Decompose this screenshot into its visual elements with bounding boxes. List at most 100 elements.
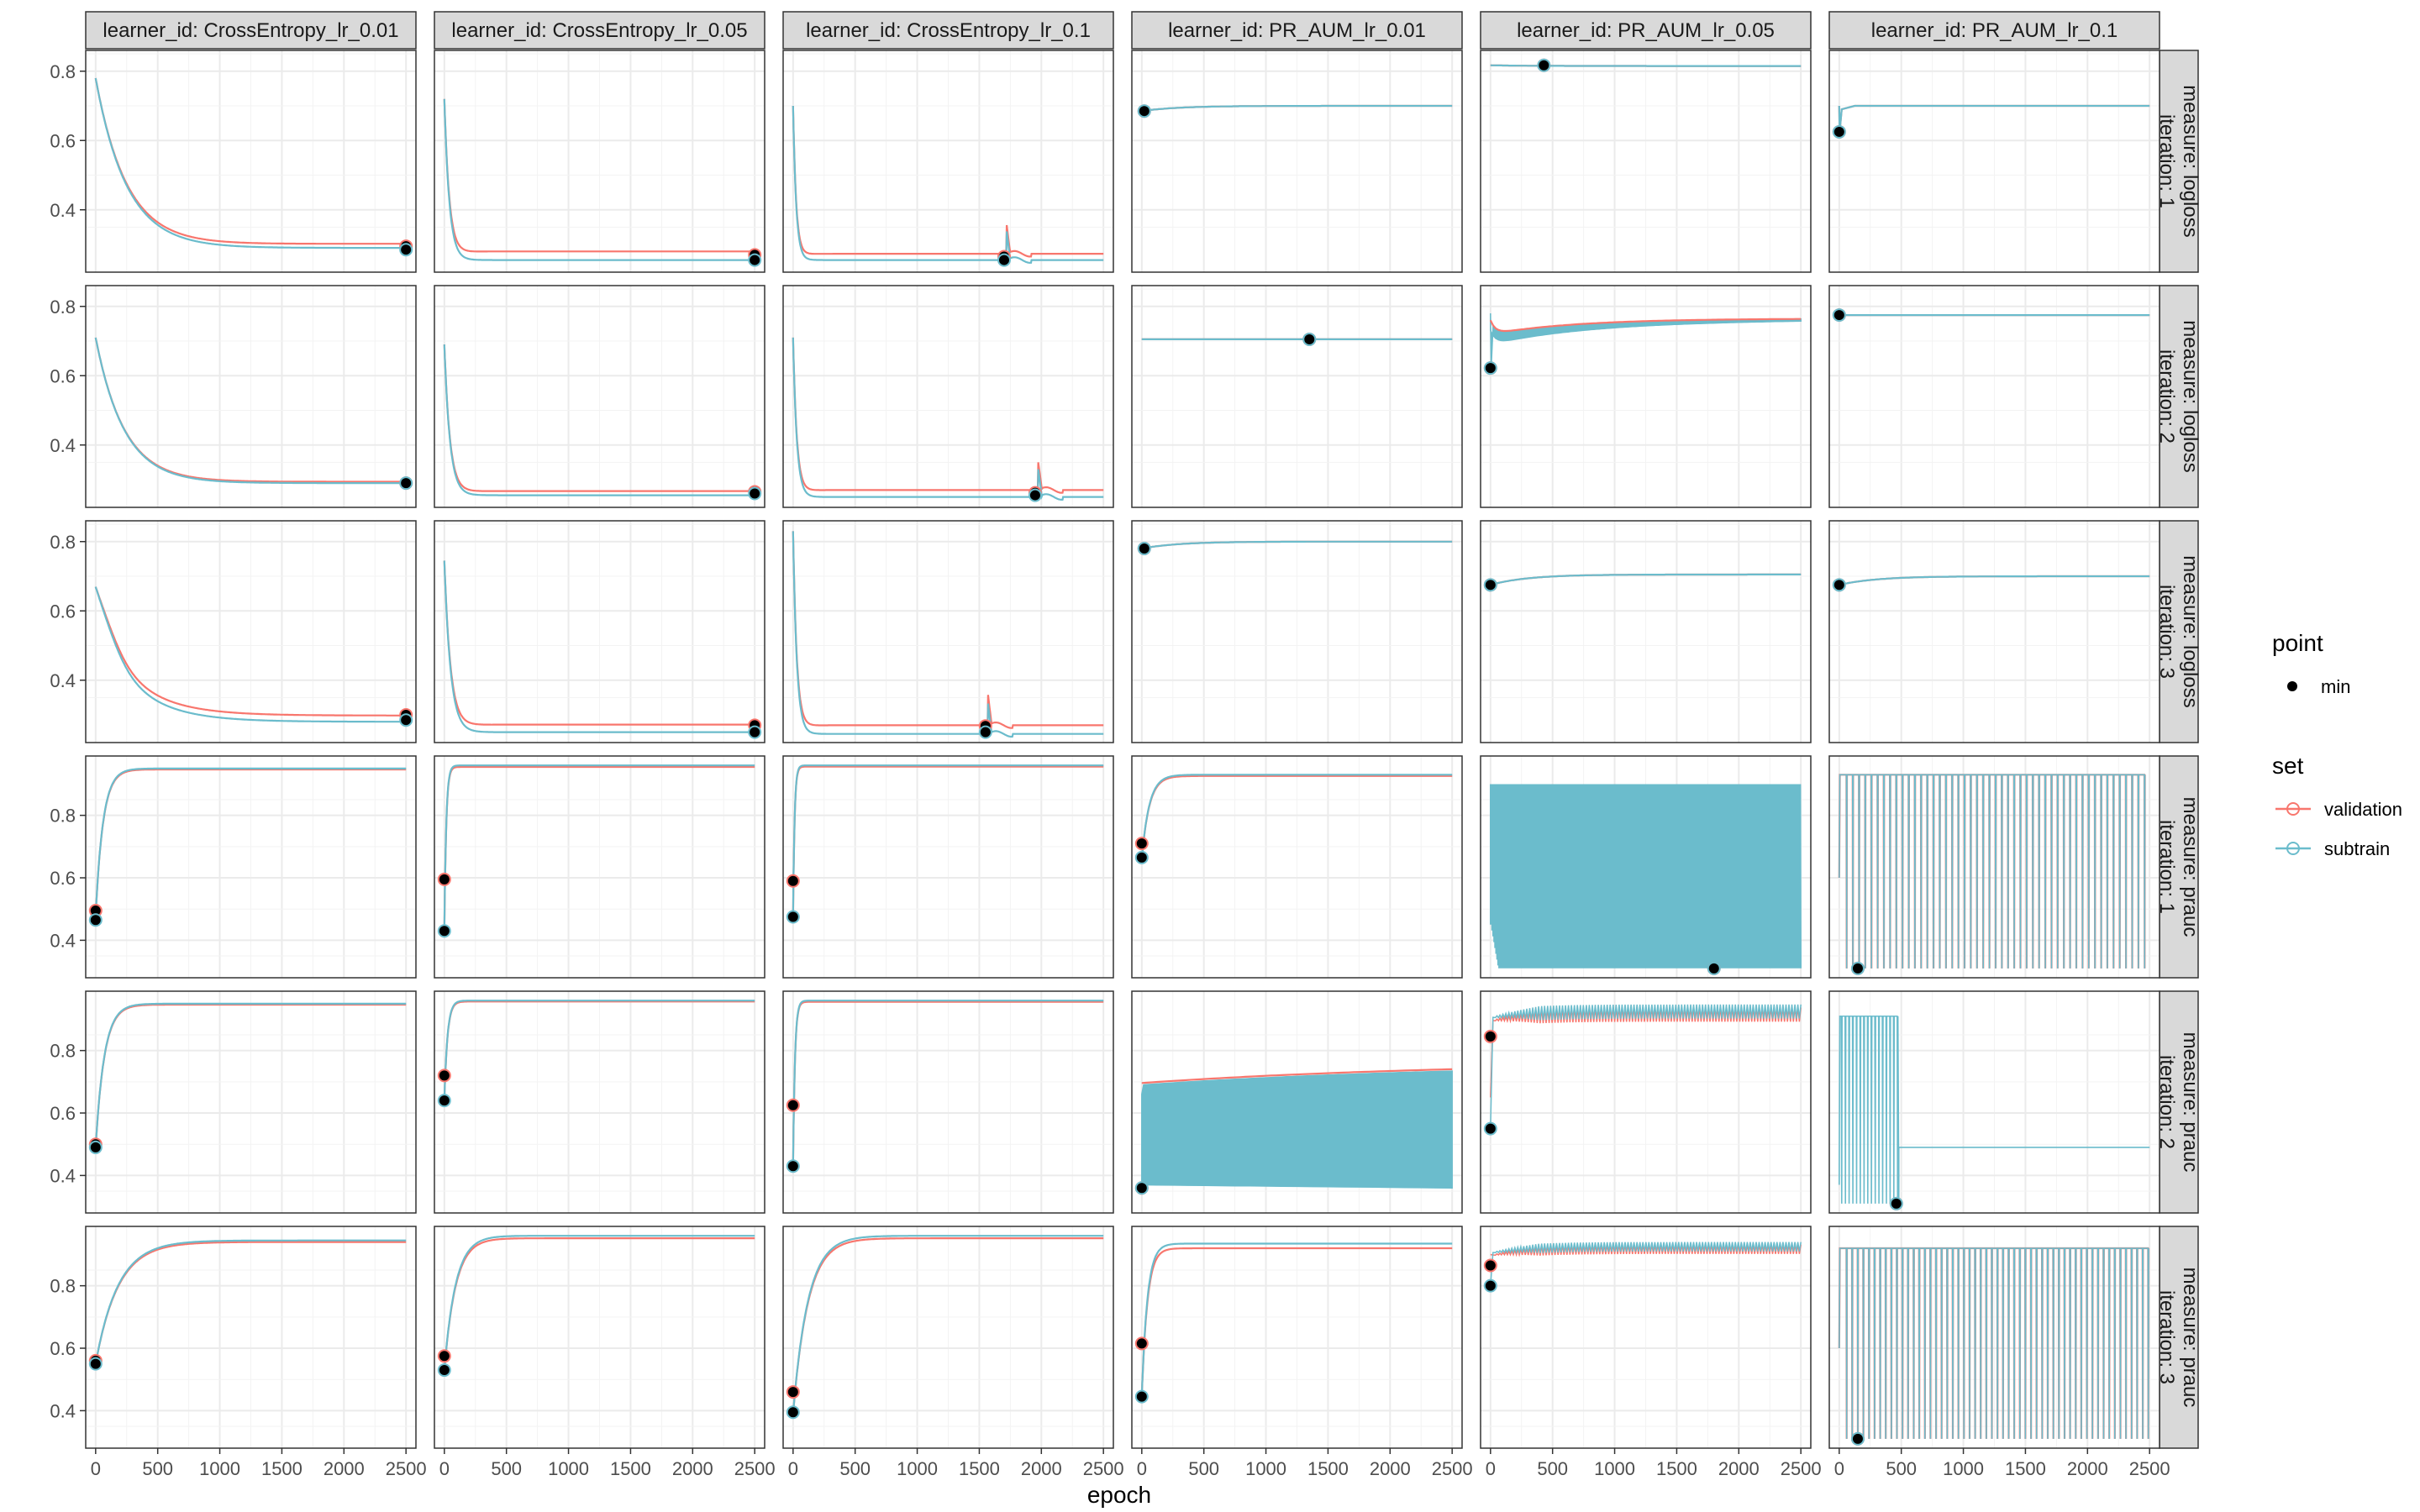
x-tick-label: 2000 <box>1021 1458 1062 1479</box>
panel-r1-c6 <box>1829 50 2160 272</box>
x-tick-label: 2000 <box>1370 1458 1411 1479</box>
column-strip-label-5: learner_id: PR_AUM_lr_0.05 <box>1517 19 1775 42</box>
min-point-subtrain <box>1483 1121 1497 1136</box>
min-point-validation <box>437 1068 451 1083</box>
row-strip-line: measure: logloss <box>2179 555 2202 707</box>
validation-line <box>792 1237 1104 1415</box>
min-point-subtrain <box>748 725 762 739</box>
legend-point-title: point <box>2272 630 2323 656</box>
subtrain-line <box>1839 774 2146 969</box>
subtrain-line <box>1140 1242 1453 1397</box>
min-point-validation <box>1134 837 1149 851</box>
min-point-validation <box>1483 1029 1497 1043</box>
x-tick-label: 500 <box>839 1458 871 1479</box>
panel-border <box>1480 990 1812 1214</box>
min-point-subtrain <box>437 1094 451 1108</box>
column-strip-4 <box>1131 11 1463 50</box>
panel-border <box>1131 285 1463 508</box>
y-tick-label: 0.6 <box>50 868 76 889</box>
subtrain-line <box>94 767 407 916</box>
row-strip-label-4: measure: prauciteration: 1 <box>2155 797 2202 937</box>
subtrain-line <box>443 1000 755 1101</box>
panel-border <box>434 50 765 273</box>
x-tick-label: 500 <box>142 1458 173 1479</box>
panel-r3-c1 <box>86 521 416 743</box>
panel-border <box>1480 755 1812 979</box>
subtrain-line <box>94 1002 407 1147</box>
legend-validation-marker <box>2286 802 2300 816</box>
subtrain-line <box>792 1235 1104 1415</box>
min-point-subtrain <box>786 1405 800 1420</box>
panel-r5-c6 <box>1829 991 2160 1213</box>
x-tick-label: 2500 <box>2129 1458 2170 1479</box>
validation-line <box>94 1241 407 1364</box>
min-point-validation <box>1483 1258 1497 1273</box>
panel-r2-c6 <box>1829 286 2160 507</box>
panel-r3-c4 <box>1132 521 1462 743</box>
panel-r2-c3 <box>783 286 1113 507</box>
subtrain-line <box>792 531 1104 738</box>
column-strip-6 <box>1828 11 2160 50</box>
min-point-subtrain <box>786 910 800 924</box>
min-point-subtrain <box>399 713 413 727</box>
panel-r5-c1 <box>86 991 416 1213</box>
panel-r3-c2 <box>434 521 765 743</box>
column-strip-3 <box>782 11 1114 50</box>
min-point-subtrain <box>1483 1278 1497 1293</box>
y-tick-label: 0.4 <box>50 1165 76 1186</box>
column-strip-2 <box>434 11 765 50</box>
x-tick-label: 1000 <box>548 1458 589 1479</box>
min-point-subtrain <box>437 1363 451 1378</box>
x-tick-label: 1000 <box>897 1458 938 1479</box>
min-point-subtrain <box>437 924 451 938</box>
x-tick-label: 0 <box>788 1458 798 1479</box>
subtrain-line <box>1140 774 1453 859</box>
x-tick-label: 0 <box>1834 1458 1844 1479</box>
x-tick-label: 2500 <box>1781 1458 1822 1479</box>
panel-r5-c3 <box>783 991 1113 1213</box>
subtrain-line <box>792 764 1104 919</box>
x-tick-label: 500 <box>1537 1458 1568 1479</box>
panel-r6-c5 <box>1481 1226 1811 1448</box>
validation-line <box>1140 1247 1453 1397</box>
min-point-subtrain <box>748 253 762 267</box>
panel-r1-c4 <box>1132 50 1462 272</box>
subtrain-line <box>94 77 407 249</box>
subtrain-line <box>1839 1015 2150 1204</box>
column-strip-5 <box>1480 11 1812 50</box>
min-point-subtrain <box>1134 850 1149 864</box>
subtrain-line <box>792 1000 1104 1167</box>
x-tick-label: 1500 <box>959 1458 1000 1479</box>
subtrain-line <box>94 586 407 723</box>
panel-border <box>1131 990 1463 1214</box>
column-strip-label-6: learner_id: PR_AUM_lr_0.1 <box>1871 19 2118 42</box>
row-strip-5 <box>2159 990 2199 1214</box>
x-tick-label: 2000 <box>672 1458 713 1479</box>
min-point-subtrain <box>1302 332 1317 346</box>
row-strip-2 <box>2159 285 2199 508</box>
panel-border <box>1828 520 2160 743</box>
validation-line <box>443 765 755 932</box>
min-point-subtrain <box>88 1140 103 1154</box>
column-strip-label-4: learner_id: PR_AUM_lr_0.01 <box>1168 19 1426 42</box>
subtrain-line <box>1839 1247 2149 1439</box>
min-point-subtrain <box>1137 104 1151 118</box>
x-tick-label: 500 <box>1886 1458 1917 1479</box>
validation-line <box>1141 1068 1453 1084</box>
y-tick-label: 0.6 <box>50 365 76 386</box>
x-tick-label: 2500 <box>1083 1458 1124 1479</box>
min-point-subtrain <box>1137 542 1151 555</box>
min-point-validation <box>786 1098 800 1112</box>
row-strip-1 <box>2159 50 2199 273</box>
min-point-subtrain <box>1483 578 1497 592</box>
panel-r4-c2 <box>434 756 765 978</box>
column-strip-label-1: learner_id: CrossEntropy_lr_0.01 <box>103 19 398 42</box>
column-strip-label-3: learner_id: CrossEntropy_lr_0.1 <box>806 19 1091 42</box>
x-tick-label: 0 <box>1486 1458 1496 1479</box>
subtrain-line <box>443 560 755 733</box>
panel-r4-c1 <box>86 756 416 978</box>
panel-r5-c2 <box>434 991 765 1213</box>
min-point-subtrain <box>1832 124 1846 139</box>
y-tick-label: 0.4 <box>50 435 76 456</box>
